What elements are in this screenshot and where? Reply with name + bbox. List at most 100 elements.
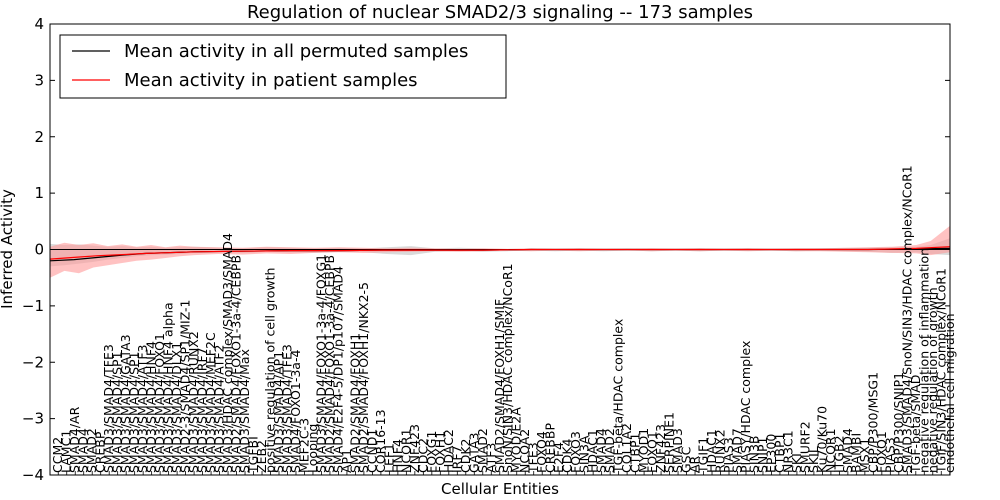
legend-label-permuted: Mean activity in all permuted samples xyxy=(124,41,468,62)
x-tick-label: IRF7 xyxy=(449,445,464,473)
y-tick-label: 0 xyxy=(34,241,44,259)
x-tick-label: SMAD3/SMAD4/SP1 xyxy=(110,351,125,473)
legend-label-patient: Mean activity in patient samples xyxy=(124,70,418,91)
x-tick-label: FOXH1 xyxy=(432,431,447,473)
y-tick-label: −1 xyxy=(22,297,44,315)
x-tick-label: negative regulation of growth xyxy=(925,287,940,473)
x-tick-label: SMAD3/SMAD4/SnoN/SIN3/HDAC complex/NCoR1 xyxy=(899,165,914,473)
x-tick-label: Ku70/Ku70 xyxy=(814,406,829,473)
x-tick-label: SMAD3/SMAD4/AP1 xyxy=(271,351,286,473)
x-tick-label: TGFBI xyxy=(246,436,261,474)
x-tick-label: HDAC2 xyxy=(441,429,456,473)
x-tick-label: EP300 xyxy=(764,434,779,473)
x-tick-label: SMAD3 xyxy=(670,428,685,473)
x-tick-label: ATF3 xyxy=(483,443,498,473)
x-tick-label: SMAD2/SMAD4/FOXH1/SMIF xyxy=(492,299,507,473)
x-tick-label: RUNX2 xyxy=(713,429,728,473)
x-tick-label: SMAD2/SMAD4/FOXH1/NKX2-5 xyxy=(356,282,371,473)
x-tick-label: ZEB2 xyxy=(254,440,269,473)
x-tick-label: SMAD3/SMAD4/IRF7 xyxy=(195,347,210,473)
x-tick-label: SMAD3/SMAD4/FOXO1 xyxy=(152,333,167,473)
y-tick-label: 3 xyxy=(34,71,44,89)
x-tick-label: SnoN/SIN3/HDAC complex/NCoR1 xyxy=(500,263,515,473)
chart-title: Regulation of nuclear SMAD2/3 signaling … xyxy=(247,2,753,23)
x-tick-label: SMAD2/SMAD4/FOXO1-3a-4/CEBPB xyxy=(322,255,337,473)
x-tick-label: PIAS3 xyxy=(882,437,897,473)
x-tick-label: PIAS3 xyxy=(721,437,736,473)
x-tick-label: SMAD3/SMAD4/DLX1 xyxy=(169,342,184,473)
x-tick-label: SNIP1 xyxy=(755,437,770,473)
x-tick-label: SMAD2 xyxy=(602,428,617,473)
x-tick-label: AP1 xyxy=(339,449,354,473)
x-tick-label: SMAD3/SMAD4/ATF2 xyxy=(212,345,227,473)
x-tick-label: CBP/P300/SNIP1 xyxy=(891,372,906,473)
x-tick-label: NCOA2 xyxy=(517,429,532,473)
x-tick-label: SMAD4 xyxy=(840,428,855,473)
x-tick-label: HDAC1 xyxy=(704,429,719,473)
x-tick-label: COL1A2 xyxy=(619,423,634,473)
x-tick-label: HDAC1 xyxy=(585,429,600,473)
x-tick-label: GATA3 xyxy=(466,433,481,473)
x-tick-label: LAMC1 xyxy=(59,430,74,473)
x-tick-label: GSC xyxy=(679,446,694,473)
x-tick-label: CDK2 xyxy=(458,438,473,473)
x-tick-label: COR16-13 xyxy=(373,409,388,473)
x-tick-label: SMAD4/E2F4-5/DP1/p107/SMAD4 xyxy=(330,266,345,473)
x-tick-label: SMAD3/SMAD4/HNF4 xyxy=(144,341,159,473)
x-tick-label: HNF4 xyxy=(390,439,405,473)
x-tick-label: SMAD2 xyxy=(475,428,490,473)
x-tick-label: SMAD3/HDAC complex/SMAD3/SMAD4 xyxy=(220,233,235,473)
x-tick-label: SMURF2 xyxy=(797,421,812,473)
x-tick-label: SKI xyxy=(789,453,804,473)
x-tick-label: NCOR1 xyxy=(823,428,838,473)
x-tick-label: FOXO4 xyxy=(534,431,549,473)
x-tick-label: CREBBP xyxy=(543,423,558,473)
y-axis-label: Inferred Activity xyxy=(0,189,16,309)
x-tick-label: CBP/P300/MSG1 xyxy=(865,372,880,473)
x-tick-label: positive regulation of cell growth xyxy=(263,268,278,473)
x-tick-label: MEF2C-3 xyxy=(297,418,312,473)
legend: Mean activity in all permuted samples Me… xyxy=(59,34,507,99)
x-tick-label: SMAD4 xyxy=(76,428,91,473)
x-tick-label: NCOR1 xyxy=(398,428,413,473)
x-tick-label: CTBP1 xyxy=(772,433,787,473)
x-tick-label: SMAD3/SMAD4/TFE3 xyxy=(101,344,116,473)
x-tick-label: SMAD2 xyxy=(84,428,99,473)
x-tick-label: SMAD7 xyxy=(730,428,745,473)
x-tick-label: SMAD3/SMAD4/GATA3 xyxy=(118,334,133,473)
x-tick-label: SMAD3/SMAD4/ATF3 xyxy=(135,345,150,473)
x-tick-label: SIN3B xyxy=(747,436,762,474)
x-tick-label: FOXO1 xyxy=(874,431,889,473)
y-axis-ticks: −4 −3 −2 −1 0 1 2 3 4 xyxy=(22,15,950,484)
plot-area: CCM2LAMC1SMAD4/ARSMAD4SMAD2CREBPSMAD3/SM… xyxy=(22,15,957,484)
x-axis-label: Cellular Entities xyxy=(441,480,559,498)
x-tick-label: MSX1 xyxy=(857,438,872,473)
x-tick-label: LEF1 xyxy=(381,443,396,473)
x-tick-label: SIN3A xyxy=(577,435,592,473)
x-tick-label: FOXO3 xyxy=(568,431,583,473)
y-tick-label: 2 xyxy=(34,128,44,146)
series-line-patient xyxy=(49,246,951,260)
y-tick-label: 4 xyxy=(34,15,44,33)
x-tick-label: AR xyxy=(687,455,702,473)
x-tick-label: BAMBI xyxy=(848,433,863,473)
x-tick-label: ITGB2 xyxy=(831,435,846,473)
y-tick-label: −3 xyxy=(22,410,44,428)
x-tick-label: TGF-beta/HDAC complex xyxy=(611,319,626,474)
x-tick-label: SMAD2-3/SMAD4/SP1/MIZ-1 xyxy=(178,300,193,474)
x-tick-label: CTBP1 xyxy=(628,433,643,473)
x-tick-label: MYOD/E2A xyxy=(509,407,524,473)
x-tick-label: negative regulation of inflammation xyxy=(916,248,931,473)
x-tick-label: CDC2 xyxy=(415,438,430,473)
x-tick-label: SMAD3/SMAD4/TFE3 xyxy=(280,344,295,473)
x-tick-label: SKIL xyxy=(806,446,821,473)
x-tick-labels: CCM2LAMC1SMAD4/ARSMAD4SMAD2CREBPSMAD3/SM… xyxy=(50,165,957,475)
legend-frame xyxy=(59,34,507,99)
y-tick-label: 1 xyxy=(34,184,44,202)
x-tick-label: SMAD3/SMAD4/FOXO1-3a-4/FOXG1 xyxy=(314,254,329,473)
x-tick-label: SMAD2/SMAD4/FOXO1-3a-4/CEBPB xyxy=(229,255,244,473)
x-tick-label: SMAD4 xyxy=(594,428,609,473)
x-tick-label: Looping xyxy=(305,424,320,473)
x-tick-label: TGF-beta/SMAD xyxy=(908,375,923,474)
